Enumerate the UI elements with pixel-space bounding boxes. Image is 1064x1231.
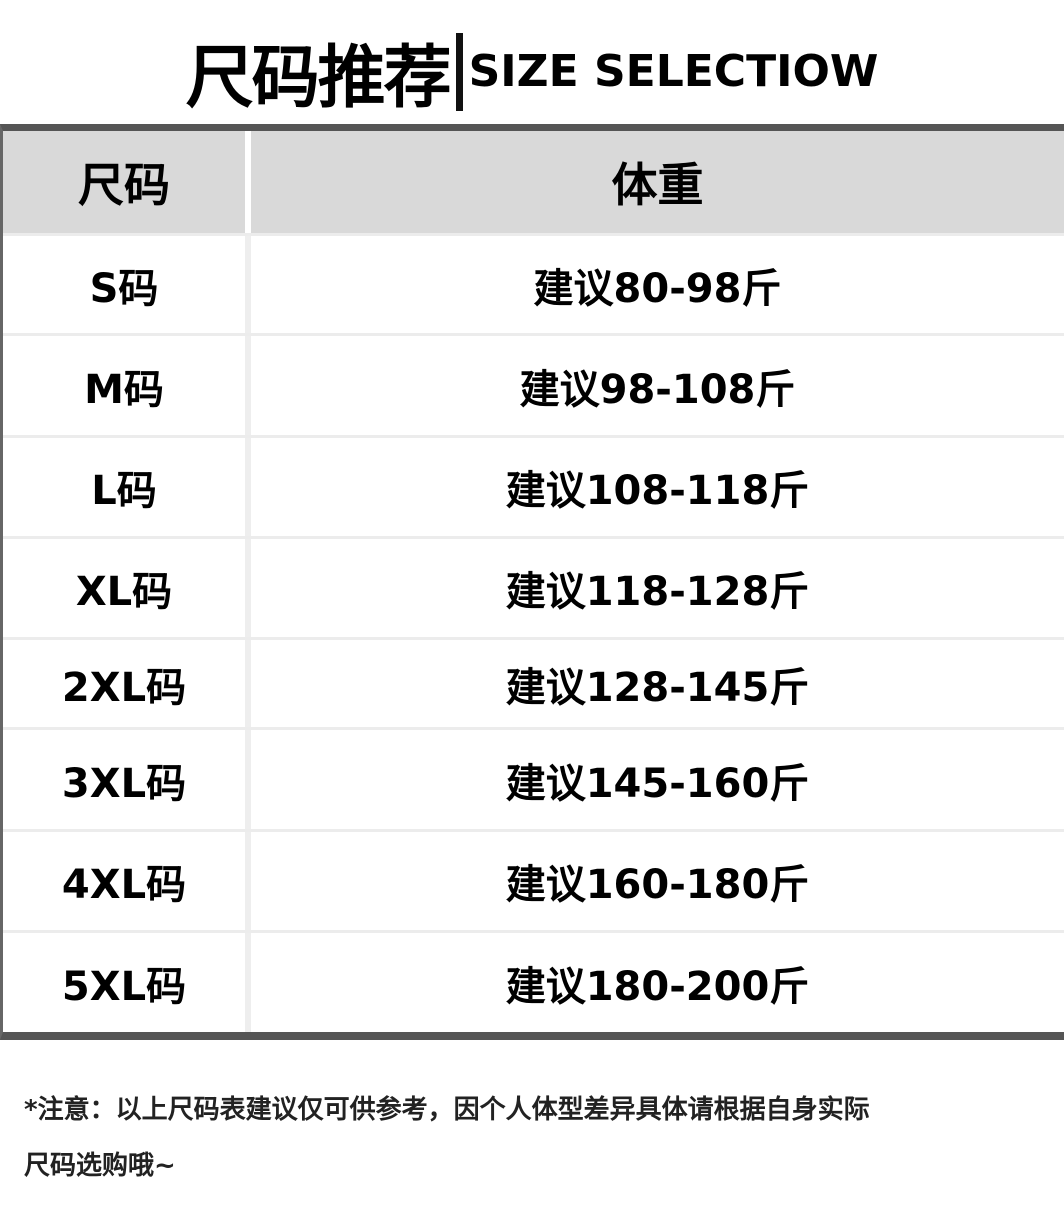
table-row: 3XL码 建议145-160斤	[3, 727, 1064, 829]
note-line-2: 尺码选购哦~	[24, 1151, 176, 1181]
size-cell: M码	[3, 336, 251, 435]
title-english: SIZE SELECTIOW	[468, 46, 879, 97]
weight-cell: 建议98-108斤	[519, 366, 796, 413]
size-table: 尺码 体重 S码 建议80-98斤 M码 建议98-108斤 L码 建议108-…	[0, 124, 1064, 1040]
table-row: L码 建议108-118斤	[3, 435, 1064, 536]
table-row: 4XL码 建议160-180斤	[3, 829, 1064, 930]
size-cell: 3XL码	[3, 730, 251, 829]
title-chinese: 尺码推荐	[185, 39, 452, 118]
weight-cell: 建议118-128斤	[505, 569, 810, 615]
header-size: 尺码	[3, 131, 251, 233]
size-cell: 2XL码	[3, 640, 251, 727]
size-cell: 4XL码	[3, 832, 251, 930]
page-title: 尺码推荐 SIZE SELECTIOW	[0, 22, 1064, 121]
size-cell: S码	[3, 236, 251, 333]
weight-cell: 建议160-180斤	[505, 862, 810, 908]
table-row: 5XL码 建议180-200斤	[3, 930, 1064, 1032]
header-weight: 体重	[251, 131, 1064, 233]
size-cell: L码	[3, 438, 251, 536]
note-line-1: *注意：以上尺码表建议仅可供参考，因个人体型差异具体请根据自身实际	[24, 1095, 870, 1125]
table-header-row: 尺码 体重	[3, 131, 1064, 233]
disclaimer-note: *注意：以上尺码表建议仅可供参考，因个人体型差异具体请根据自身实际 尺码选购哦~	[24, 1082, 1064, 1194]
table-row: S码 建议80-98斤	[3, 233, 1064, 333]
table-row: XL码 建议118-128斤	[3, 536, 1064, 637]
size-cell: 5XL码	[3, 933, 251, 1032]
weight-cell: 建议128-145斤	[505, 664, 810, 711]
weight-cell: 建议145-160斤	[505, 760, 810, 807]
weight-cell: 建议180-200斤	[505, 963, 810, 1010]
table-row: 2XL码 建议128-145斤	[3, 637, 1064, 727]
size-cell: XL码	[3, 539, 251, 637]
weight-cell: 建议108-118斤	[505, 468, 810, 514]
title-divider	[455, 32, 463, 111]
weight-cell: 建议80-98斤	[533, 265, 782, 312]
table-row: M码 建议98-108斤	[3, 333, 1064, 435]
